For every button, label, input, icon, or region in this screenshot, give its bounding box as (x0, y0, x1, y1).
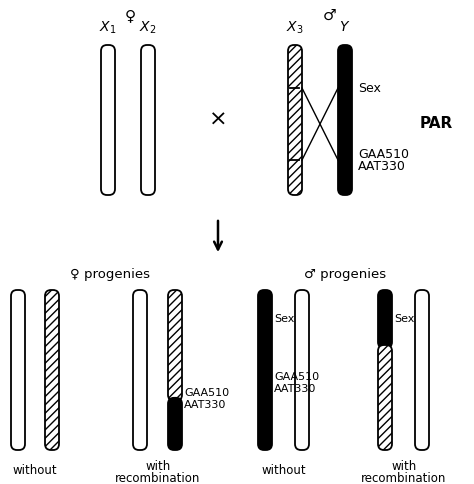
Text: Sex: Sex (358, 81, 381, 94)
FancyBboxPatch shape (141, 45, 155, 195)
FancyBboxPatch shape (45, 290, 59, 450)
FancyBboxPatch shape (288, 45, 302, 195)
FancyBboxPatch shape (101, 45, 115, 195)
FancyBboxPatch shape (258, 290, 272, 450)
Text: without: without (13, 464, 57, 477)
FancyBboxPatch shape (378, 345, 392, 450)
FancyBboxPatch shape (338, 45, 352, 195)
Text: AAT330: AAT330 (184, 400, 227, 410)
Text: ♂: ♂ (323, 8, 337, 23)
Text: AAT330: AAT330 (358, 161, 406, 173)
Text: ♀: ♀ (125, 8, 136, 23)
Text: ♂ progenies: ♂ progenies (304, 268, 386, 281)
Text: $X_2$: $X_2$ (139, 20, 157, 36)
Text: PAR: PAR (420, 117, 453, 132)
FancyBboxPatch shape (168, 398, 182, 450)
Text: ×: × (209, 110, 228, 130)
Text: recombination: recombination (115, 472, 201, 484)
Text: GAA510: GAA510 (184, 388, 229, 398)
Text: $Y$: $Y$ (339, 20, 351, 34)
Text: $X_1$: $X_1$ (100, 20, 117, 36)
Text: ♀ progenies: ♀ progenies (70, 268, 150, 281)
FancyBboxPatch shape (133, 290, 147, 450)
FancyBboxPatch shape (168, 290, 182, 401)
FancyBboxPatch shape (295, 290, 309, 450)
FancyBboxPatch shape (11, 290, 25, 450)
FancyBboxPatch shape (378, 290, 392, 348)
Text: $X_3$: $X_3$ (286, 20, 304, 36)
Text: GAA510: GAA510 (274, 372, 319, 382)
Text: Sex: Sex (394, 314, 414, 324)
Text: Sex: Sex (274, 314, 294, 324)
Text: with: with (392, 460, 417, 473)
Text: with: with (146, 460, 171, 473)
FancyBboxPatch shape (415, 290, 429, 450)
Text: recombination: recombination (361, 472, 447, 484)
Text: AAT330: AAT330 (274, 384, 316, 394)
Text: without: without (262, 464, 306, 477)
Text: GAA510: GAA510 (358, 148, 409, 161)
